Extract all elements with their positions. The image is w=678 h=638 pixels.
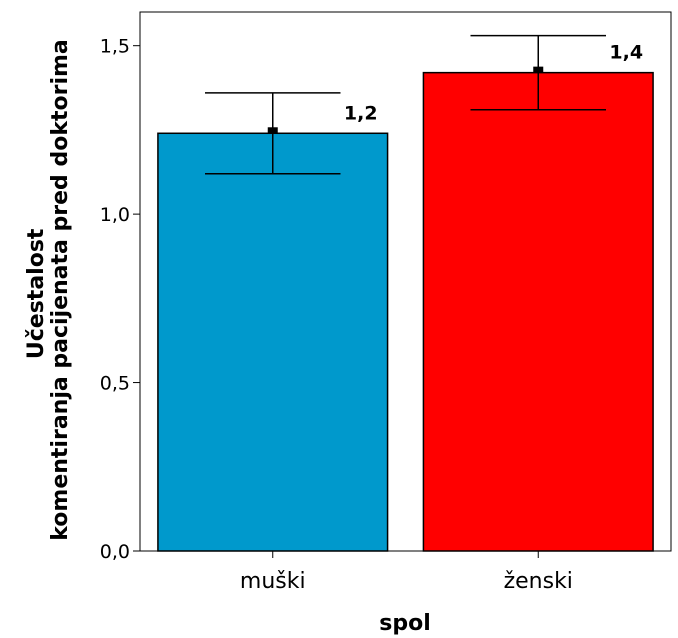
- data-label-1: 1,2: [344, 102, 378, 124]
- bar-2: [422, 71, 654, 552]
- y-tick-label-4: 1,5: [100, 36, 130, 58]
- x-tick-label-1: muški: [240, 569, 306, 594]
- y-axis-title-line-2: komentiranja pacijenata pred doktorima: [48, 39, 73, 541]
- x-axis-title: spol: [379, 611, 431, 636]
- data-label-2: 1,4: [609, 42, 643, 64]
- mean-marker-1: [267, 127, 278, 134]
- y-axis-title: Učestalost komentiranja pacijenata pred …: [24, 39, 73, 541]
- x-tick-label-2: ženski: [504, 569, 573, 594]
- y-axis-title-line-1: Učestalost: [24, 228, 49, 359]
- mean-marker-2: [533, 66, 544, 73]
- y-tick-label-2: 0,5: [100, 373, 130, 395]
- bar-1: [157, 132, 389, 552]
- y-tick-label-3: 1,0: [100, 204, 130, 226]
- y-tick-label-1: 0,0: [100, 541, 130, 563]
